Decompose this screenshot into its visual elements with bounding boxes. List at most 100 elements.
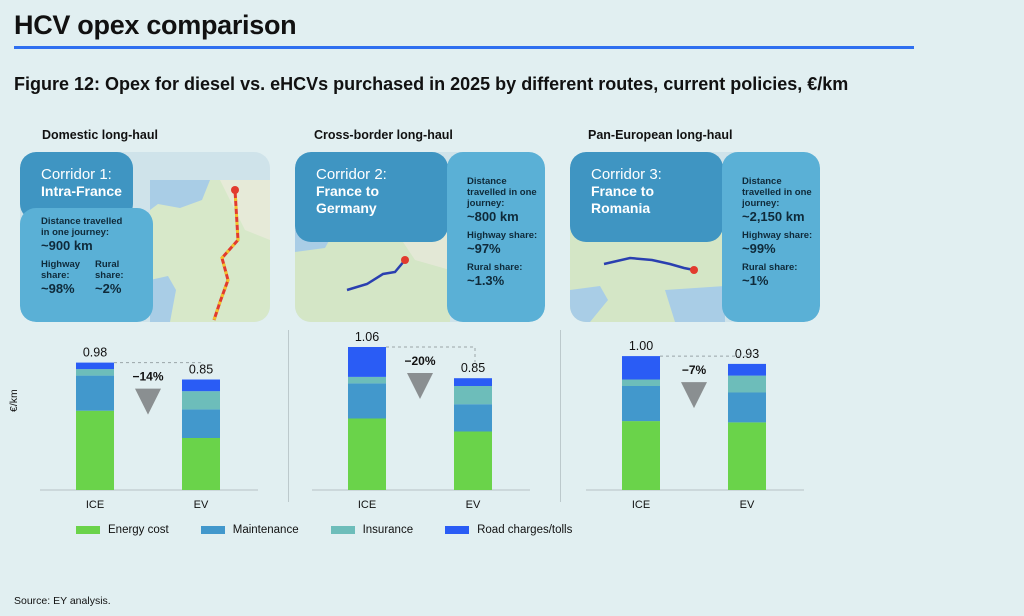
legend-label-tolls: Road charges/tolls [477, 524, 573, 536]
bar-3-ev-tolls [728, 363, 766, 376]
panel-divider-2 [560, 330, 561, 502]
highway-label-1: Highway share: [41, 259, 81, 281]
corridor-name-3b: Romania [591, 200, 651, 216]
corridor-name-2a: France to [316, 183, 380, 199]
corridor-name-2b: Germany [316, 200, 377, 216]
total-label-2-ev: 0.85 [461, 361, 485, 375]
category-label-1-ev: EV [194, 499, 209, 511]
corridor-stats-2: Distance travelled in one journey: ~800 … [447, 152, 545, 322]
category-label-3-ice: ICE [632, 499, 650, 511]
rural-label-1: Rural share: [95, 259, 124, 281]
corridor-stats-3: Distance travelled in one journey: ~2,15… [722, 152, 820, 322]
rural-value-3: ~1% [742, 273, 769, 288]
route-category-3: Pan-European long-haul [588, 128, 733, 142]
change-label-1: −14% [132, 370, 163, 384]
corridor-header-3: Corridor 3: France to Romania [570, 152, 723, 242]
highway-label-3: Highway share: [742, 230, 813, 241]
highway-value-1: ~98% [41, 281, 75, 296]
total-label-3-ev: 0.93 [735, 347, 759, 361]
change-label-2: −20% [404, 354, 435, 368]
legend-label-energy: Energy cost [108, 524, 169, 536]
down-arrow-icon-3 [681, 382, 707, 409]
corridor-card-3: Corridor 3: France to Romania Distance t… [570, 152, 820, 322]
distance-label-2: Distance travelled in one journey: [467, 176, 537, 209]
map-europe-icon [570, 230, 725, 322]
total-label-2-ice: 1.06 [355, 330, 379, 344]
category-label-2-ev: EV [466, 499, 481, 511]
bar-2-ev-maintenance [454, 404, 492, 432]
rural-value-2: ~1.3% [467, 273, 505, 288]
bar-3-ev-insurance [728, 375, 766, 393]
category-label-1-ice: ICE [86, 499, 104, 511]
highway-value-2: ~97% [467, 241, 501, 256]
panel-divider-1 [288, 330, 289, 502]
legend-swatch-maintenance [200, 526, 225, 534]
source-note: Source: EY analysis. [14, 595, 111, 607]
total-label-3-ice: 1.00 [629, 339, 653, 353]
category-label-3-ev: EV [740, 499, 755, 511]
bar-2-ev-insurance [454, 386, 492, 405]
corridor-name-1a: Intra-France [41, 183, 122, 199]
change-label-3: −7% [682, 363, 707, 377]
legend-label-insurance: Insurance [362, 524, 414, 536]
bar-1-ev-insurance [182, 391, 220, 410]
legend-item-maintenance: Maintenance [200, 524, 299, 536]
legend: Energy cost Maintenance Insurance Road c… [76, 524, 572, 536]
distance-label-3: Distance travelled in one journey: [742, 176, 812, 209]
bar-3-ice-energy [622, 421, 660, 490]
distance-value-2: ~800 km [467, 209, 519, 224]
corridor-card-1: Corridor 1: Intra-France Distance travel… [20, 152, 270, 322]
bar-2-ice-insurance [348, 376, 386, 384]
legend-swatch-insurance [330, 526, 355, 534]
legend-item-tolls: Road charges/tolls [445, 524, 572, 536]
corridor-header-2: Corridor 2: France to Germany [295, 152, 448, 242]
bar-2-ice-tolls [348, 347, 386, 377]
rural-value-1: ~2% [95, 281, 122, 296]
bar-1-ice-tolls [76, 362, 114, 370]
bar-1-ev-maintenance [182, 409, 220, 438]
bar-3-ice-tolls [622, 356, 660, 380]
rural-label-3: Rural share: [742, 262, 798, 273]
bar-2-ev-energy [454, 431, 492, 490]
rural-label-2: Rural share: [467, 262, 523, 273]
legend-item-insurance: Insurance [330, 524, 414, 536]
corridor-card-2: Corridor 2: France to Germany Distance t… [295, 152, 545, 322]
bar-3-ice-insurance [622, 379, 660, 386]
bar-1-ev-energy [182, 438, 220, 490]
legend-swatch-tolls [445, 526, 470, 534]
distance-value-1: ~900 km [41, 238, 93, 253]
route-category-2: Cross-border long-haul [314, 128, 453, 142]
bar-1-ice-insurance [76, 369, 114, 376]
page-title: HCV opex comparison [14, 10, 297, 40]
bar-3-ev-energy [728, 422, 766, 490]
title-rule [14, 46, 914, 49]
bar-1-ice-energy [76, 410, 114, 490]
legend-swatch-energy [76, 526, 100, 534]
corridor-name-3a: France to [591, 183, 655, 199]
highway-label-2: Highway share: [467, 230, 538, 241]
map-france-icon [150, 180, 270, 322]
route-category-1: Domestic long-haul [42, 128, 158, 142]
total-label-1-ev: 0.85 [189, 363, 213, 377]
corridor-label-3: Corridor 3: [591, 166, 662, 183]
distance-value-3: ~2,150 km [742, 209, 805, 224]
corridor-label-1: Corridor 1: [41, 166, 112, 183]
bar-2-ev-tolls [454, 378, 492, 386]
down-arrow-icon-1 [135, 388, 161, 415]
bar-1-ice-maintenance [76, 375, 114, 411]
bar-3-ev-maintenance [728, 392, 766, 423]
total-label-1-ice: 0.98 [83, 346, 107, 360]
category-label-2-ice: ICE [358, 499, 376, 511]
highway-value-3: ~99% [742, 241, 776, 256]
corridor-stats-1: Distance travelled in one journey: ~900 … [20, 208, 153, 322]
distance-label-1: Distance travelled in one journey: [41, 216, 123, 238]
down-arrow-icon-2 [407, 373, 433, 399]
bar-2-ice-energy [348, 418, 386, 490]
bar-1-ev-tolls [182, 379, 220, 392]
legend-item-energy: Energy cost [76, 524, 169, 536]
legend-label-maintenance: Maintenance [232, 524, 299, 536]
corridor-label-2: Corridor 2: [316, 166, 387, 183]
bar-3-ice-maintenance [622, 386, 660, 422]
bar-2-ice-maintenance [348, 383, 386, 419]
